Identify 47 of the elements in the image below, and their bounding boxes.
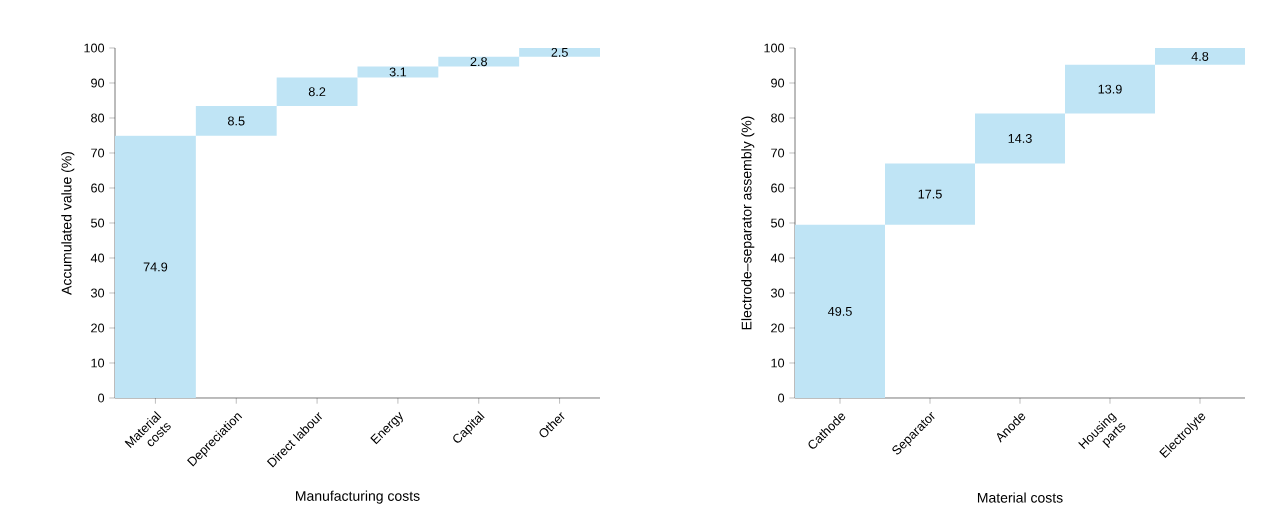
- y-tick-label: 80: [771, 113, 785, 123]
- bar: [795, 224, 885, 398]
- bar: [1155, 48, 1245, 65]
- data-label: 49.5: [827, 306, 852, 316]
- y-tick-label: 70: [91, 148, 105, 158]
- y-tick-label: 30: [771, 288, 785, 298]
- bar: [276, 77, 358, 107]
- data-label: 8.2: [308, 87, 326, 97]
- y-tick-label: 50: [771, 218, 785, 228]
- y-tick-label: 90: [771, 78, 785, 88]
- y-tick-label: 50: [91, 218, 105, 228]
- bar: [438, 56, 520, 67]
- y-tick-label: 40: [770, 253, 785, 263]
- y-tick-label: 30: [90, 288, 105, 298]
- data-label: 2.8: [470, 57, 488, 67]
- y-tick-label: 80: [91, 113, 105, 123]
- y-tick-label: 90: [91, 78, 105, 88]
- y-tick-label: 20: [771, 323, 785, 333]
- y-tick-label: 40: [90, 253, 105, 263]
- bar: [885, 163, 975, 225]
- y-tick-label: 10: [771, 358, 785, 368]
- x-axis-title: Material costs: [977, 492, 1063, 503]
- bar: [975, 113, 1065, 164]
- data-label: 13.9: [1098, 84, 1122, 94]
- bar: [115, 135, 196, 398]
- y-tick-label: 60: [771, 183, 785, 193]
- y-tick-label: 10: [91, 358, 105, 368]
- data-label: 17.5: [918, 189, 942, 199]
- y-tick-label: 20: [91, 323, 105, 333]
- y-tick-label: 0: [778, 393, 785, 403]
- y-tick-label: 0: [98, 393, 105, 403]
- x-axis-title: Manufacturing costs: [296, 490, 420, 504]
- bar: [519, 48, 600, 57]
- data-label: 4.8: [1191, 51, 1209, 61]
- y-tick-label: 100: [764, 43, 785, 53]
- y-tick-label: 70: [771, 148, 785, 158]
- y-axis-title: Electrode–separator assembly (%): [741, 116, 755, 330]
- data-label: 3.1: [389, 67, 407, 77]
- data-label: 2.5: [551, 47, 568, 57]
- y-tick-label: 100: [84, 43, 105, 53]
- data-label: 14.3: [1008, 133, 1032, 143]
- data-label: 8.5: [227, 116, 245, 126]
- bar: [195, 106, 277, 136]
- y-axis-title: Accumulated value (%): [61, 151, 75, 295]
- y-tick-label: 60: [91, 183, 105, 193]
- bar: [1065, 64, 1155, 114]
- data-label: 74.9: [143, 262, 168, 272]
